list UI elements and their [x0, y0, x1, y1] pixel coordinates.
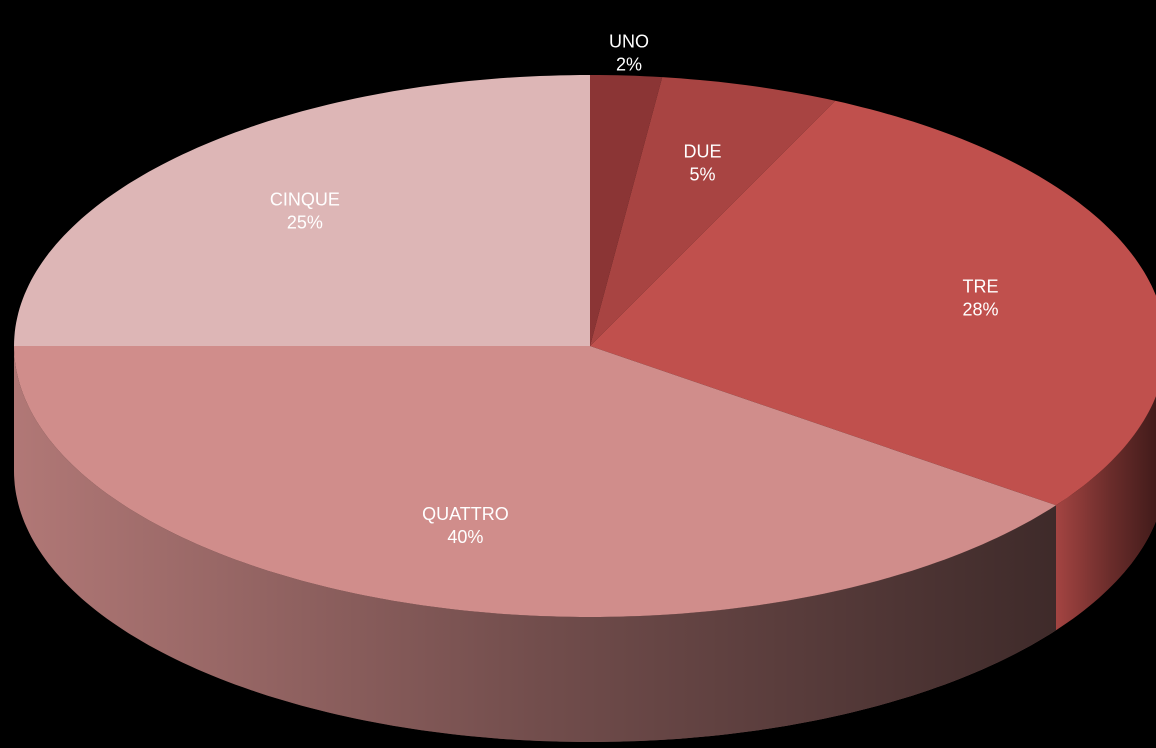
slice-value-label: 28% [963, 300, 999, 320]
slice [14, 75, 590, 346]
slice [14, 346, 1056, 617]
slice [590, 77, 836, 346]
slice-label: QUATTRO [422, 504, 509, 524]
slice-label: DUE [683, 142, 721, 162]
slice-label: UNO [609, 32, 649, 52]
slice-label: TRE [963, 277, 999, 297]
slice-value-label: 25% [287, 213, 323, 233]
slice [590, 75, 663, 346]
slice-value-label: 5% [689, 165, 715, 185]
slice [590, 100, 1156, 506]
slice-side-shade [1056, 396, 1156, 631]
slice-value-label: 40% [447, 527, 483, 547]
slice-value-label: 2% [616, 55, 642, 75]
slice-label: CINQUE [270, 190, 340, 210]
slice-side-shade [14, 346, 1056, 742]
